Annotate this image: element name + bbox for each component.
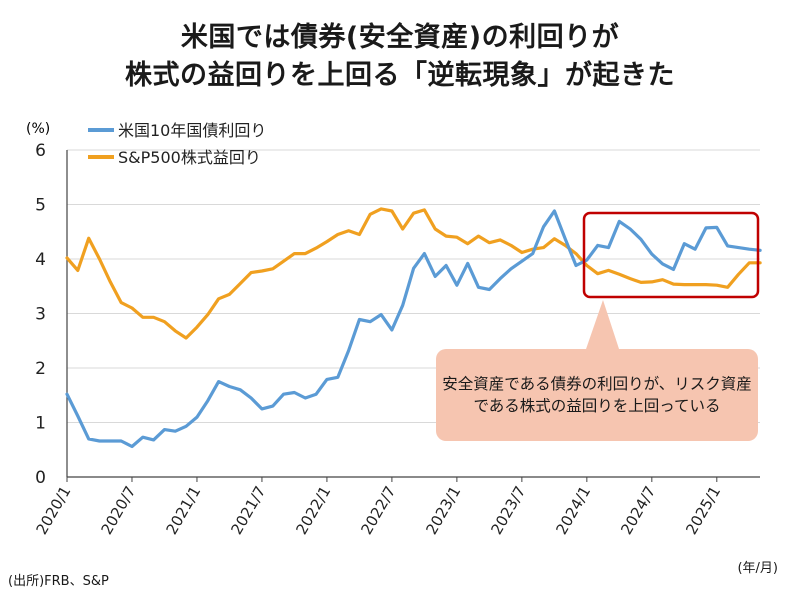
series-line-treasury-yield (65, 209, 762, 449)
x-tick-label: 2024/1 (552, 483, 594, 538)
y-tick-labels: 0 1 2 3 4 5 6 (35, 141, 46, 488)
x-tick-label: 2024/7 (617, 483, 659, 538)
x-tick-label: 2021/7 (227, 483, 269, 538)
x-tick-label: 2021/1 (162, 483, 204, 538)
y-tick-label: 0 (35, 468, 46, 488)
legend: 米国10年国債利回り S&P500株式益回り (88, 121, 266, 167)
x-tick-labels: 2020/1 2020/7 2021/1 2021/7 2022/1 2022/7 2023… (32, 483, 724, 538)
series-line-sp500-earnings-yield (65, 207, 762, 340)
axes (66, 150, 760, 482)
x-unit-label: (年/月) (737, 561, 778, 576)
legend-label: S&P500株式益回り (118, 148, 261, 167)
x-tick-label: 2025/1 (682, 483, 724, 538)
x-tick-label: 2020/7 (97, 483, 139, 538)
y-tick-label: 1 (35, 414, 46, 434)
chart-title-line-2: 株式の益回りを上回る「逆転現象」が起きた (125, 60, 675, 91)
x-tick-label: 2022/1 (292, 483, 334, 538)
source-note: (出所)FRB、S&P (8, 574, 109, 589)
gridlines (67, 149, 760, 423)
callout-annotation: 安全資産である債券の利回りが、リスク資産である株式の益回りを上回っている (436, 349, 758, 441)
y-tick-label: 6 (35, 141, 46, 161)
x-tick-label: 2022/7 (357, 483, 399, 538)
y-tick-label: 5 (35, 196, 46, 216)
series-lines (65, 207, 762, 449)
x-tick-label: 2023/7 (487, 483, 529, 538)
chart-title-line-1: 米国では債券(安全資産)の利回りが (180, 22, 620, 53)
y-tick-label: 3 (35, 305, 46, 325)
y-unit-label: (%) (26, 121, 50, 137)
callout-text: 安全資産である債券の利回りが、リスク資産である株式の益回りを上回っている (442, 375, 752, 415)
x-tick-label: 2023/1 (422, 483, 464, 538)
y-tick-label: 4 (35, 250, 46, 270)
legend-label: 米国10年国債利回り (118, 121, 266, 140)
inversion-highlight-box (582, 211, 760, 299)
y-tick-label: 2 (35, 359, 46, 379)
x-tick-label: 2020/1 (32, 483, 74, 538)
callout-pointer (585, 300, 620, 352)
